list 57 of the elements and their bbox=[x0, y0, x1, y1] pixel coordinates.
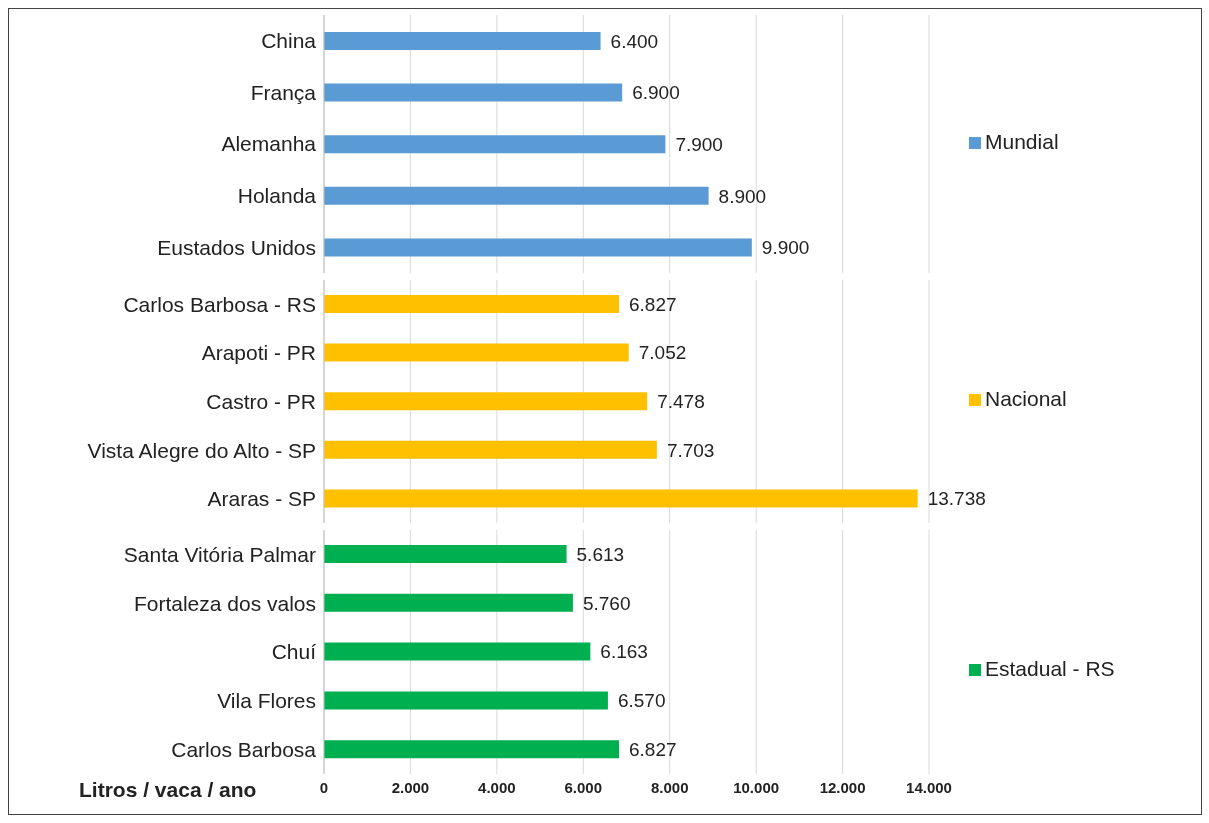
x-tick-label: 2.000 bbox=[391, 778, 430, 796]
y-tick-label: Araras - SP bbox=[207, 487, 316, 511]
x-tick-label: 12.000 bbox=[819, 778, 866, 796]
bar bbox=[324, 545, 567, 563]
x-tick-label: 0 bbox=[319, 778, 329, 796]
data-label: 6.900 bbox=[632, 82, 680, 104]
bar bbox=[324, 440, 657, 459]
y-tick-label: Arapoti - PR bbox=[201, 341, 316, 365]
x-tick-label: 10.000 bbox=[733, 778, 780, 796]
bar bbox=[324, 392, 648, 411]
y-tick-label: Eustados Unidos bbox=[157, 235, 316, 259]
data-label: 6.827 bbox=[629, 293, 677, 315]
bar bbox=[324, 238, 752, 257]
bar bbox=[324, 593, 573, 612]
legend-label: Mundial bbox=[985, 129, 1059, 153]
bar bbox=[324, 489, 918, 508]
bar bbox=[324, 135, 666, 154]
y-tick-label: Fortaleza dos valos bbox=[133, 591, 316, 615]
x-axis-title: Litros / vaca / ano bbox=[79, 778, 257, 802]
data-label: 6.400 bbox=[610, 30, 659, 52]
y-tick-label: Alemanha bbox=[221, 132, 317, 156]
bar bbox=[324, 83, 623, 102]
data-label: 5.760 bbox=[582, 592, 631, 614]
data-label: 5.613 bbox=[576, 543, 625, 565]
y-tick-label: França bbox=[250, 80, 317, 104]
bar bbox=[324, 32, 601, 50]
y-tick-label: Carlos Barbosa bbox=[171, 738, 317, 762]
data-label: 6.827 bbox=[629, 738, 677, 760]
y-tick-label: Vista Alegre do Alto - SP bbox=[87, 438, 316, 462]
data-label: 7.478 bbox=[657, 390, 705, 412]
y-tick-label: Santa Vitória Palmar bbox=[123, 542, 316, 566]
x-tick-label: 8.000 bbox=[650, 778, 689, 796]
legend-label: Estadual - RS bbox=[985, 657, 1115, 680]
bar bbox=[324, 691, 608, 710]
y-tick-label: China bbox=[261, 29, 317, 53]
x-tick-label: 6.000 bbox=[564, 778, 603, 796]
data-label: 7.703 bbox=[666, 439, 715, 461]
bar bbox=[324, 740, 620, 759]
y-tick-label: Castro - PR bbox=[206, 389, 316, 413]
bar bbox=[324, 343, 629, 362]
y-tick-label: Chuí bbox=[271, 640, 317, 664]
x-tick-label: 14.000 bbox=[906, 778, 952, 796]
bar bbox=[324, 186, 709, 205]
y-tick-label: Vila Flores bbox=[217, 689, 316, 713]
y-tick-label: Carlos Barbosa - RS bbox=[123, 292, 316, 316]
data-label: 8.900 bbox=[718, 185, 767, 207]
data-label: 6.570 bbox=[617, 690, 666, 712]
data-label: 13.738 bbox=[927, 488, 986, 510]
bar bbox=[324, 295, 620, 313]
data-label: 6.163 bbox=[600, 641, 648, 663]
legend-label: Nacional bbox=[985, 387, 1067, 410]
data-label: 7.052 bbox=[638, 342, 687, 364]
y-tick-label: Holanda bbox=[237, 184, 317, 208]
data-label: 9.900 bbox=[761, 237, 810, 259]
x-tick-label: 4.000 bbox=[478, 778, 516, 796]
bar bbox=[324, 642, 591, 661]
data-label: 7.900 bbox=[675, 133, 723, 155]
